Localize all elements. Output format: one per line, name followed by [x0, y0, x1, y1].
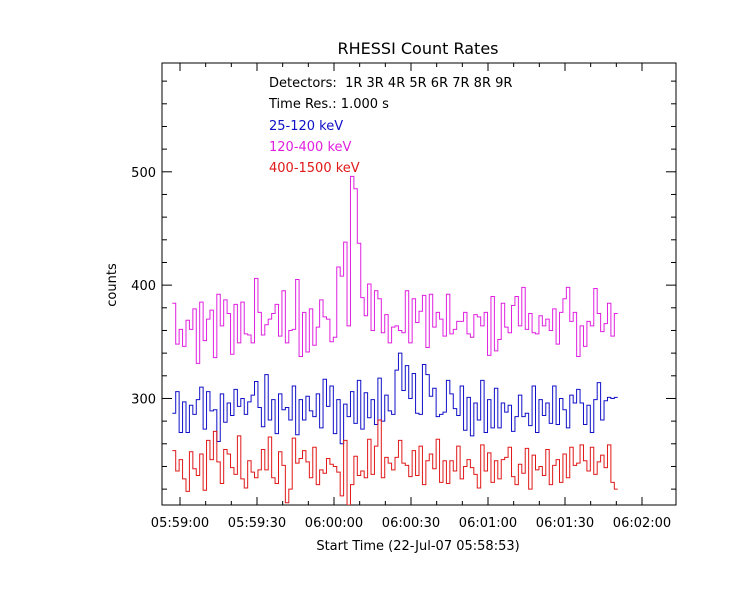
plot-frame: [161, 62, 677, 506]
x-tick-label: 06:02:00: [613, 516, 671, 531]
x-axis-label: Start Time (22-Jul-07 05:58:53): [316, 539, 519, 554]
series-line-1: [172, 175, 618, 364]
x-tick-label: 06:01:00: [459, 516, 517, 531]
y-tick-label: 500: [131, 166, 156, 181]
y-tick-label: 300: [131, 392, 156, 407]
legend-label-1: 120-400 keV: [269, 140, 352, 155]
plot-area: 05:59:00 05:59:30 06:00:00 06:00:30 06:01:00…: [131, 62, 677, 531]
x-tick-label: 05:59:00: [151, 516, 209, 531]
chart-title: RHESSI Count Rates: [338, 39, 499, 58]
time-resolution-label: Time Res.: 1.000 s: [268, 97, 389, 112]
series-line-0: [172, 352, 618, 445]
y-axis-label: counts: [105, 263, 120, 307]
series-line-2: [172, 419, 618, 505]
x-tick-label: 06:01:30: [536, 516, 594, 531]
legend-label-2: 400-1500 keV: [269, 161, 360, 176]
x-tick-label: 06:00:00: [305, 516, 363, 531]
y-tick-label: 400: [131, 279, 156, 294]
x-tick-label: 06:00:30: [382, 516, 440, 531]
detectors-label: Detectors: 1R 3R 4R 5R 6R 7R 8R 9R: [269, 76, 512, 91]
legend-label-0: 25-120 keV: [269, 119, 343, 134]
x-tick-label: 05:59:30: [228, 516, 286, 531]
